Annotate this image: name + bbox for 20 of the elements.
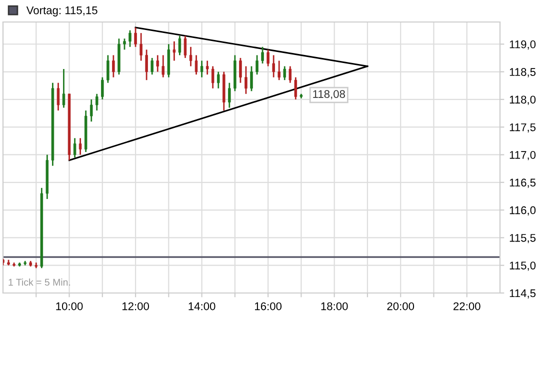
x-tick-label: 18:00 <box>321 302 348 310</box>
y-tick-label: 118,0 <box>510 96 536 105</box>
x-tick-label: 10:00 <box>56 302 83 310</box>
y-tick-label: 117,0 <box>510 151 536 160</box>
y-tick-label: 116,0 <box>510 206 536 216</box>
y-tick-label: 119,0 <box>510 40 536 50</box>
x-tick-label: 22:00 <box>454 302 480 310</box>
y-tick-label: 117,5 <box>510 123 536 133</box>
y-tick-label: 115,5 <box>510 234 536 244</box>
y-tick-label: 116,5 <box>510 178 536 188</box>
x-tick-label: 20:00 <box>387 302 414 310</box>
x-tick-label: 16:00 <box>255 302 282 310</box>
annotation: 1 Tick = 5 Min. <box>8 278 70 286</box>
x-tick-label: 14:00 <box>188 302 216 310</box>
y-tick-label: 115,0 <box>510 262 536 271</box>
y-tick-label: 118,5 <box>510 68 536 78</box>
legend-label: Vortag: 115,15 <box>26 6 98 16</box>
y-tick-label: 114,5 <box>510 289 536 298</box>
x-tick-label: 12:00 <box>122 302 150 310</box>
annotation: 118,08 <box>313 90 345 100</box>
